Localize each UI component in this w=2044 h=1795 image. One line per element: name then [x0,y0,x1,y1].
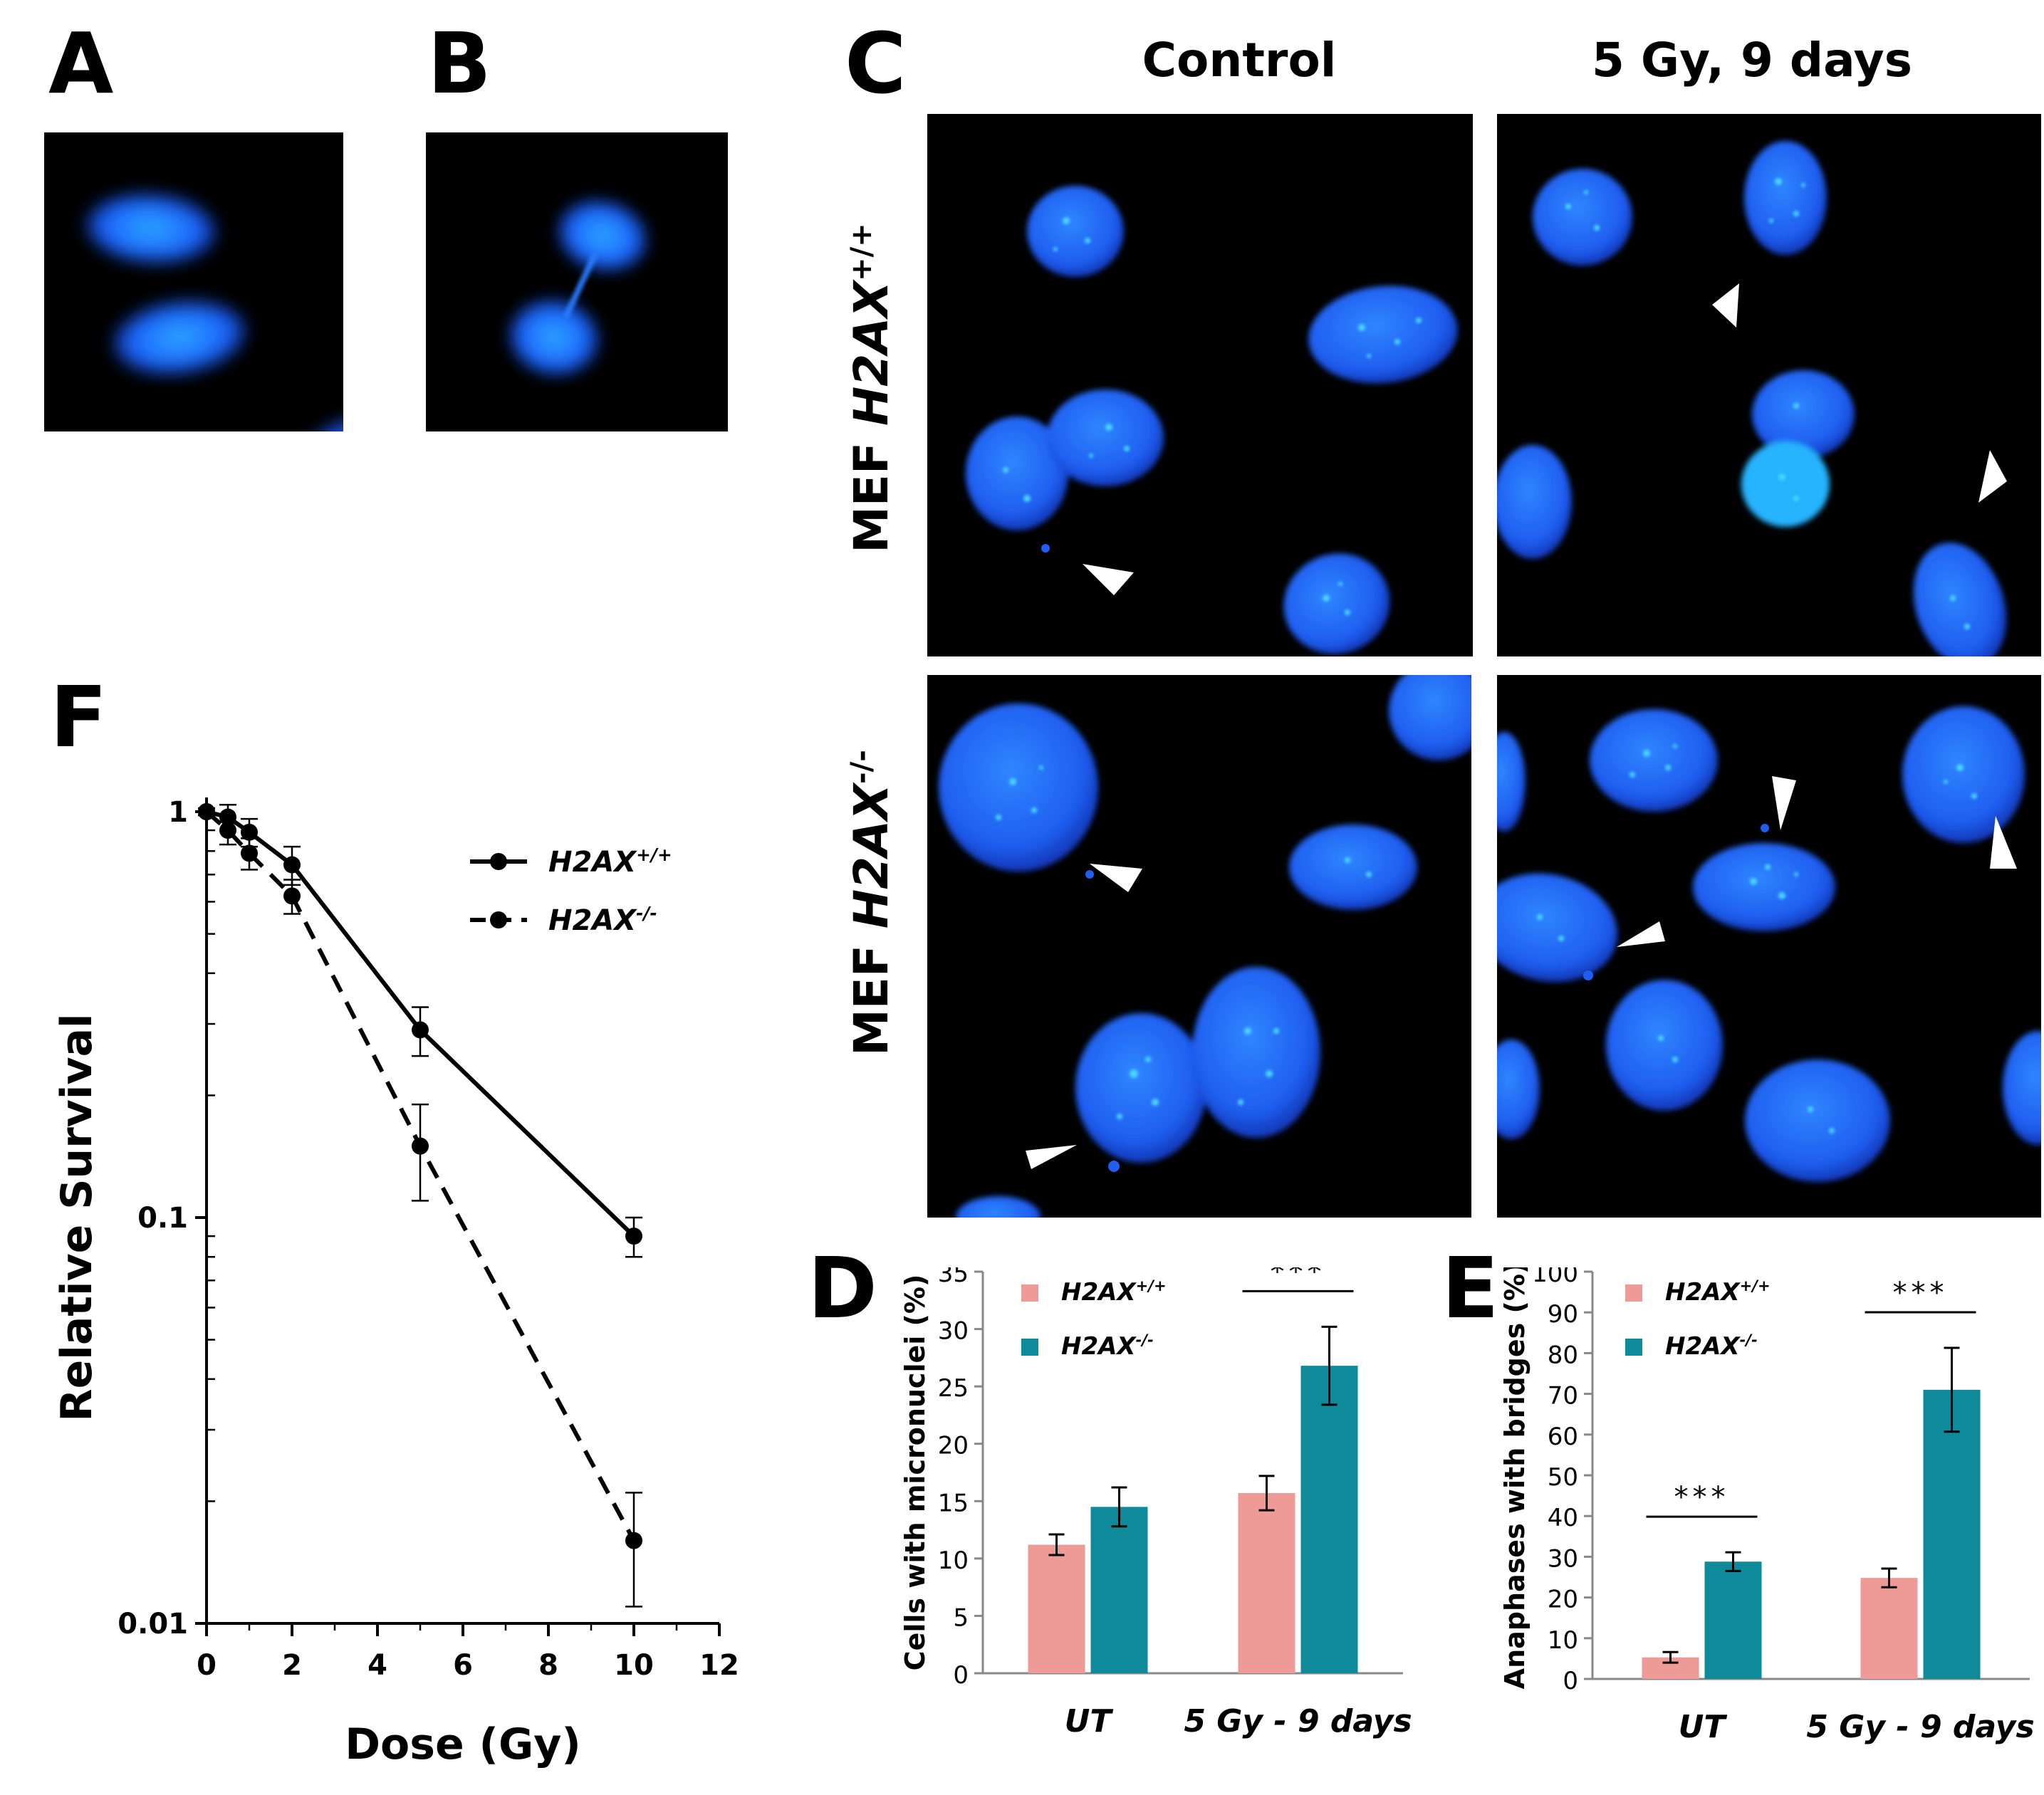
legend-swatch-1 [1625,1339,1642,1356]
x-axis-title: Dose (Gy) [345,1720,581,1769]
legend-label-1: H2AX-/- [1665,1331,1758,1361]
y-tick-label: 80 [1548,1341,1578,1369]
y-axis-title: Anaphases with bridges (%) [1500,1267,1531,1689]
y-tick-label: 0.01 [118,1608,188,1640]
y-tick-label: 30 [1548,1544,1578,1573]
y-tick-label: 40 [1548,1504,1578,1532]
category-label-1: 5 Gy - 9 days [1806,1709,2034,1745]
x-tick-label: 10 [614,1649,654,1682]
row-title-ko-gene: H2AX [844,783,899,929]
row-title-ko: MEF H2AX-/- [833,632,899,1173]
legend-label-0: H2AX+/+ [1061,1277,1167,1307]
y-tick-label: 70 [1548,1382,1578,1411]
y-tick-label: 30 [938,1317,969,1346]
legend-swatch-1 [1021,1339,1038,1356]
y-tick-label: 10 [938,1547,969,1575]
significance-stars: *** [1893,1277,1949,1309]
micronuclei-chart: 0 5 10 15 20 25 30 35 Cells with micronuclei (%)… [900,1267,1412,1739]
row-title-wt-sup: +/+ [845,223,878,281]
panel-label-e: E [1441,1239,1499,1337]
x-tick-label: 8 [538,1649,558,1682]
y-tick-label: 0 [953,1661,969,1690]
panel-label-f: F [50,668,108,766]
row-title-ko-sup: -/- [845,750,878,784]
y-tick-label: 20 [1548,1586,1578,1614]
significance-stars: *** [1674,1481,1730,1514]
micrograph-c-wt-irradiated [1497,114,2041,656]
bar-e-0-1 [1704,1561,1762,1679]
row-title-wt: MEF H2AX+/+ [833,117,899,659]
y-tick-label: 15 [938,1489,969,1517]
series-line-1 [205,810,636,1542]
y-tick-label: 50 [1548,1463,1578,1492]
bar-e-1-1 [1923,1389,1981,1679]
row-title-wt-gene: H2AX [844,281,899,426]
bar-d-1-1 [1300,1366,1358,1673]
y-tick-label: 0 [1563,1667,1578,1695]
row-title-wt-prefix: MEF [844,425,899,553]
micrograph-c-ko-irradiated [1497,675,2041,1218]
panel-label-c: C [845,14,907,112]
bar-e-1-0 [1860,1578,1918,1679]
data-point [412,1137,429,1155]
data-point [283,887,301,905]
x-tick-label: 0 [197,1649,217,1682]
x-tick-label: 2 [282,1649,302,1682]
panel-label-b: B [427,14,491,112]
y-tick-label: 20 [938,1432,969,1460]
y-tick-label: 0.1 [137,1202,188,1235]
micrograph-c-wt-control [927,114,1473,656]
y-tick-label: 100 [1532,1267,1578,1288]
y-tick-label: 90 [1548,1300,1578,1329]
data-point [241,844,258,862]
legend-label-0: H2AX+/+ [548,844,672,879]
y-axis-title: Relative Survival [52,1013,102,1421]
y-tick-label: 1 [168,796,188,829]
legend-label-0: H2AX+/+ [1665,1277,1771,1307]
y-tick-label: 5 [953,1603,969,1632]
y-tick-label: 60 [1548,1423,1578,1451]
data-point [412,1021,429,1039]
micrograph-b [426,132,728,431]
x-tick-label: 12 [699,1649,739,1682]
panel-label-d: D [808,1239,877,1337]
data-point [198,803,215,820]
legend-label-1: H2AX-/- [1061,1331,1154,1361]
data-point [241,823,258,841]
micrograph-c-ko-control [927,675,1471,1218]
data-point [219,822,236,839]
y-tick-label: 35 [938,1267,969,1288]
data-point [283,856,301,874]
x-tick-label: 4 [367,1649,387,1682]
x-tick-label: 6 [453,1649,473,1682]
legend-marker-0 [490,853,507,870]
category-label-1: 5 Gy - 9 days [1184,1703,1412,1739]
bar-d-0-1 [1090,1507,1148,1673]
y-tick-label: 10 [1548,1626,1578,1655]
survival-chart: 1 0.1 0.01 0 2 4 6 8 10 12 Dose (Gy) Relative Survi… [52,796,739,1769]
bar-d-0-0 [1028,1544,1085,1673]
micrograph-a [44,132,343,431]
y-tick-label: 25 [938,1374,969,1403]
bar-d-1-0 [1238,1493,1295,1673]
legend-swatch-0 [1625,1284,1642,1302]
y-axis-title: Cells with micronuclei (%) [900,1275,931,1671]
category-label-0: UT [1065,1703,1114,1739]
data-point [625,1532,642,1549]
significance-stars: *** [1271,1267,1326,1288]
column-title-irradiated: 5 Gy, 9 days [1592,33,1912,88]
row-title-ko-prefix: MEF [844,928,899,1056]
legend-marker-1 [490,911,507,928]
panel-label-a: A [48,14,114,112]
legend-label-1: H2AX-/- [548,903,657,937]
legend-swatch-0 [1021,1284,1038,1302]
data-point [625,1228,642,1245]
column-title-control: Control [1142,33,1337,88]
category-label-0: UT [1679,1709,1728,1745]
